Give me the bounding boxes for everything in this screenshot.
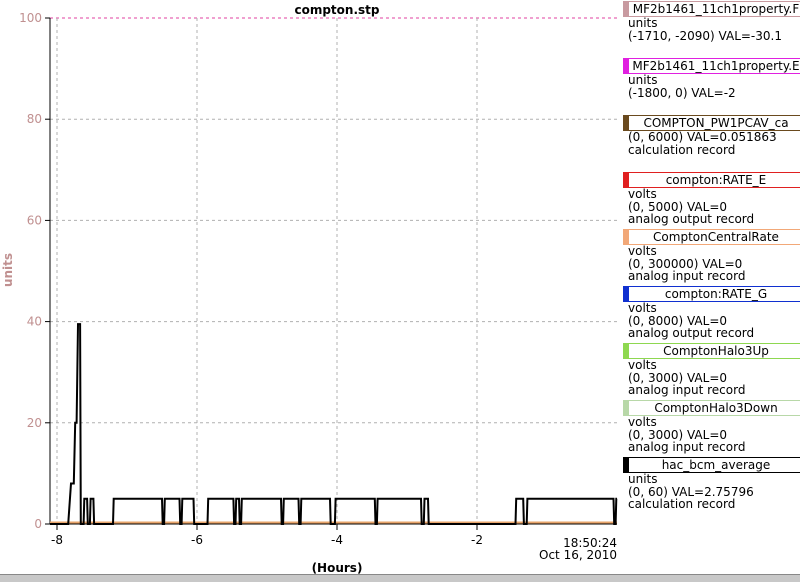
legend: MF2b1461_11ch1property.F units (-1710, -20… — [622, 0, 800, 513]
legend-entry-detail: (-1800, 0) VAL=-2 — [628, 85, 736, 100]
legend-entry[interactable]: compton:RATE_G volts (0, 8000) VAL=0 analog… — [622, 285, 800, 342]
legend-entry-detail: volts — [628, 187, 657, 201]
legend-entry[interactable]: MF2b1461_11ch1property.E units (-1800, 0) … — [622, 57, 800, 114]
y-tick-label: 80 — [27, 112, 42, 126]
legend-entry[interactable]: MF2b1461_11ch1property.F units (-1710, -20… — [622, 0, 800, 57]
legend-entry-title[interactable]: hac_bcm_average — [623, 457, 800, 473]
legend-entry-detail: calculation record — [628, 497, 736, 511]
legend-entry-detail: analog input record — [628, 440, 746, 454]
legend-entry[interactable]: ComptonCentralRate volts (0, 300000) VAL=0… — [622, 228, 800, 285]
legend-entry-title[interactable]: compton:RATE_E — [623, 172, 800, 188]
x-tick-label: -2 — [471, 533, 483, 547]
x-tick-label: -4 — [331, 533, 343, 547]
x-axis-label: (Hours) — [312, 561, 363, 575]
legend-entry-detail: units — [628, 73, 658, 87]
legend-entry-detail: units — [628, 472, 658, 486]
x-tick-label: -8 — [51, 533, 63, 547]
legend-entry-detail: volts — [628, 415, 657, 429]
legend-entry-detail: (0, 8000) VAL=0 — [628, 313, 728, 328]
y-tick-label: 40 — [27, 315, 42, 329]
legend-entry-detail: (0, 5000) VAL=0 — [628, 199, 728, 214]
legend-entry-detail: calculation record — [628, 142, 736, 157]
legend-entry-title[interactable]: MF2b1461_11ch1property.E — [623, 58, 800, 74]
legend-entry-title[interactable]: COMPTON_PW1PCAV_ca — [623, 115, 800, 131]
legend-entry-detail: analog input record — [628, 269, 746, 283]
legend-entry[interactable]: ComptonHalo3Down volts (0, 3000) VAL=0 anal… — [622, 399, 800, 456]
taskbar[interactable] — [0, 574, 800, 582]
y-axis-label: units — [1, 253, 15, 287]
legend-entry[interactable]: hac_bcm_average units (0, 60) VAL=2.75796 c… — [622, 456, 800, 513]
legend-entry-detail: (0, 3000) VAL=0 — [628, 370, 728, 385]
legend-entry-title[interactable]: ComptonHalo3Up — [623, 343, 800, 359]
legend-entry[interactable]: ComptonHalo3Up volts (0, 3000) VAL=0 analog… — [622, 342, 800, 399]
legend-entry-title[interactable]: MF2b1461_11ch1property.F — [623, 1, 800, 17]
series-line — [50, 323, 618, 525]
end-date-label: Oct 16, 2010 — [539, 548, 617, 562]
x-tick-label: -6 — [191, 533, 203, 547]
legend-entry-detail: (0, 6000) VAL=0.051863 — [628, 130, 777, 144]
y-tick-label: 100 — [19, 11, 42, 25]
legend-entry-title[interactable]: ComptonHalo3Down — [623, 400, 800, 416]
legend-entry[interactable]: COMPTON_PW1PCAV_ca (0, 6000) VAL=0.051863… — [622, 114, 800, 171]
legend-entry-title[interactable]: compton:RATE_G — [623, 286, 800, 302]
legend-entry-detail: analog input record — [628, 383, 746, 397]
legend-entry-detail: analog output record — [628, 212, 755, 226]
legend-entry-detail: (-1710, -2090) VAL=-30.1 — [628, 28, 782, 43]
legend-entry-title[interactable]: ComptonCentralRate — [623, 229, 800, 245]
end-time-label: 18:50:24 — [563, 536, 617, 550]
plot-area[interactable]: 0 20 40 60 80 100 -8 -6 -4 -2 — [19, 11, 618, 547]
legend-entry-detail: (0, 60) VAL=2.75796 — [628, 484, 754, 499]
y-tick-label: 20 — [27, 416, 42, 430]
chart-title: compton.stp — [294, 3, 379, 17]
legend-entry-detail: volts — [628, 244, 657, 258]
legend-entry-detail: (0, 3000) VAL=0 — [628, 427, 728, 442]
legend-entry-detail: volts — [628, 358, 657, 372]
y-tick-label: 60 — [27, 213, 42, 227]
legend-entry-detail: units — [628, 16, 658, 30]
legend-entry-detail: (0, 300000) VAL=0 — [628, 256, 743, 271]
legend-entry[interactable]: compton:RATE_E volts (0, 5000) VAL=0 analog… — [622, 171, 800, 228]
y-tick-label: 0 — [34, 517, 42, 531]
legend-entry-detail: analog output record — [628, 326, 755, 340]
legend-entry-detail: volts — [628, 301, 657, 315]
